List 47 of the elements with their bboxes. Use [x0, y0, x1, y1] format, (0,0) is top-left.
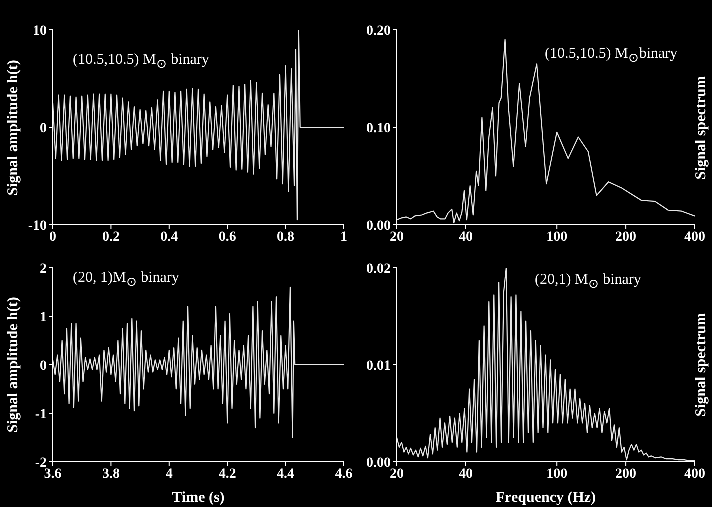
y-tick-label: 0: [40, 358, 47, 374]
y-tick-label: 0.10: [366, 121, 391, 136]
y-tick-label: 0.20: [366, 24, 391, 39]
y-tick-label: 2: [40, 262, 47, 277]
y-axis-title: Signal amplitude h(t): [6, 60, 22, 196]
x-tick-label: 3.6: [44, 466, 62, 482]
x-tick-label: 20: [390, 466, 404, 482]
x-tick-label: 100: [546, 466, 568, 482]
x-axis-title: Frequency (Hz): [496, 490, 596, 506]
x-axis-title: Time (s): [172, 490, 225, 506]
x-tick-label: 4: [166, 466, 173, 482]
x-tick-label: 100: [546, 230, 568, 245]
y-tick-label: -1: [35, 407, 47, 422]
annotation: (20, 1)M$_{⊙}$ binary: [73, 270, 180, 290]
y-axis-title: Signal spectrum: [694, 313, 710, 417]
x-tick-label: 0.6: [218, 230, 236, 245]
y-tick-label: -10: [28, 218, 47, 234]
y-tick-label: 0.02: [366, 262, 391, 277]
y-tick-label: 10: [33, 24, 47, 39]
x-tick-label: 40: [458, 466, 473, 482]
y-tick-label: 0.00: [366, 218, 391, 234]
y-axis-title: Signal spectrum: [694, 76, 710, 180]
y-tick-label: 0.01: [366, 358, 391, 374]
annotation: (10.5,10.5) M$_{⊙}$ binary: [73, 52, 210, 72]
line-series: [53, 286, 344, 438]
x-tick-label: 40: [458, 230, 473, 245]
x-tick-label: 4.4: [277, 466, 295, 482]
annotation: (20,1) M$_{⊙}$ binary: [535, 272, 642, 292]
x-tick-label: 3.8: [102, 466, 120, 482]
x-tick-label: 0.4: [160, 230, 178, 245]
x-tick-label: 20: [390, 230, 404, 245]
x-tick-label: 0: [50, 230, 56, 245]
y-tick-label: 0: [40, 121, 47, 136]
x-tick-label: 200: [616, 466, 637, 482]
y-tick-label: 1: [40, 310, 47, 326]
x-tick-label: 1: [340, 230, 348, 245]
x-tick-label: 400: [684, 230, 706, 245]
x-tick-label: 0.2: [102, 230, 120, 245]
x-tick-label: 4.2: [218, 466, 236, 482]
x-tick-label: 400: [684, 466, 706, 482]
x-tick-label: 200: [616, 230, 637, 245]
y-axis-title: Signal amplitude h(t): [6, 297, 22, 433]
annotation: (10.5,10.5) M$_{⊙}$binary: [545, 46, 678, 66]
x-tick-label: 0.8: [277, 230, 295, 245]
y-tick-label: 0.00: [366, 456, 391, 471]
line-series: [53, 30, 344, 221]
x-tick-label: 4.6: [335, 466, 353, 482]
